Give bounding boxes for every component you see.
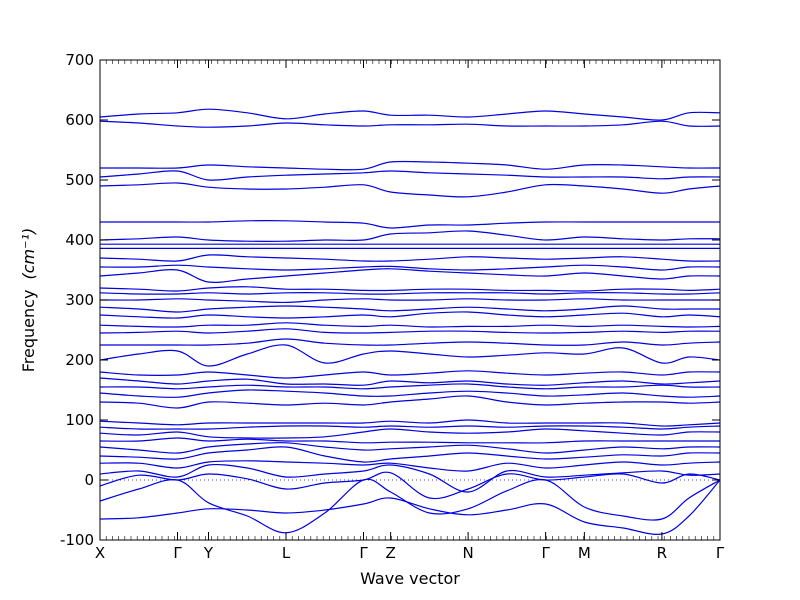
x-tick-label: X — [95, 544, 105, 562]
band-line-9 — [99, 428, 721, 439]
band-line-31 — [99, 230, 721, 242]
x-tick-label: Γ — [716, 544, 725, 562]
band-line-7 — [99, 442, 721, 454]
y-tick-label: 100 — [65, 411, 94, 429]
band-line-1 — [99, 479, 721, 535]
band-line-20 — [99, 322, 721, 328]
x-tick-label: M — [578, 544, 591, 562]
band-line-26 — [99, 268, 721, 283]
y-tick-label: 600 — [65, 111, 94, 129]
y-tick-label: 0 — [84, 471, 94, 489]
band-line-22 — [99, 305, 720, 313]
band-line-17 — [99, 344, 721, 367]
y-axis-label-text: Frequency — [19, 290, 38, 373]
band-line-2 — [99, 478, 721, 534]
band-line-32 — [100, 220, 720, 229]
plot-frame — [99, 59, 721, 541]
band-line-10 — [99, 425, 721, 430]
y-axis-label: Frequency (cm⁻¹) — [19, 228, 38, 372]
band-line-27 — [99, 264, 721, 271]
x-tick-label: Γ — [541, 544, 550, 562]
band-line-24 — [99, 292, 721, 295]
band-line-11 — [99, 419, 721, 427]
band-line-25 — [99, 286, 721, 292]
band-line-12 — [99, 395, 721, 409]
band-line-35 — [100, 160, 721, 171]
band-line-6 — [99, 446, 721, 463]
x-tick-label: R — [657, 544, 667, 562]
x-axis-label: Wave vector — [360, 569, 460, 588]
band-line-19 — [99, 328, 721, 334]
y-tick-label: 400 — [65, 231, 94, 249]
band-line-5 — [99, 460, 721, 472]
band-line-3 — [99, 471, 721, 500]
y-axis-label-unit: (cm⁻¹) — [19, 228, 38, 280]
y-tick-label: 500 — [65, 171, 94, 189]
x-tick-label: Y — [203, 544, 214, 562]
x-tick-label: Γ — [359, 544, 368, 562]
x-tick-label: Γ — [173, 544, 182, 562]
band-line-28 — [99, 254, 721, 262]
y-tick-label: 300 — [65, 291, 94, 309]
bands-layer — [99, 108, 721, 535]
band-line-37 — [99, 108, 721, 121]
band-line-23 — [99, 298, 720, 304]
band-line-4 — [99, 463, 721, 493]
x-tick-label: L — [282, 544, 291, 562]
band-line-36 — [99, 120, 721, 128]
x-tick-label: N — [463, 544, 474, 562]
x-tick-label: Z — [385, 544, 395, 562]
band-line-34 — [99, 170, 721, 181]
y-tick-label: 700 — [65, 51, 94, 69]
ticks-layer — [99, 59, 721, 541]
band-line-33 — [99, 182, 721, 198]
band-line-16 — [99, 370, 721, 379]
band-line-21 — [99, 311, 721, 319]
band-line-14 — [99, 383, 721, 390]
band-line-15 — [99, 377, 721, 386]
band-line-18 — [99, 338, 721, 346]
band-line-8 — [99, 437, 720, 444]
y-tick-label: -100 — [60, 531, 94, 549]
y-tick-label: 200 — [65, 351, 94, 369]
band-line-13 — [99, 389, 721, 398]
